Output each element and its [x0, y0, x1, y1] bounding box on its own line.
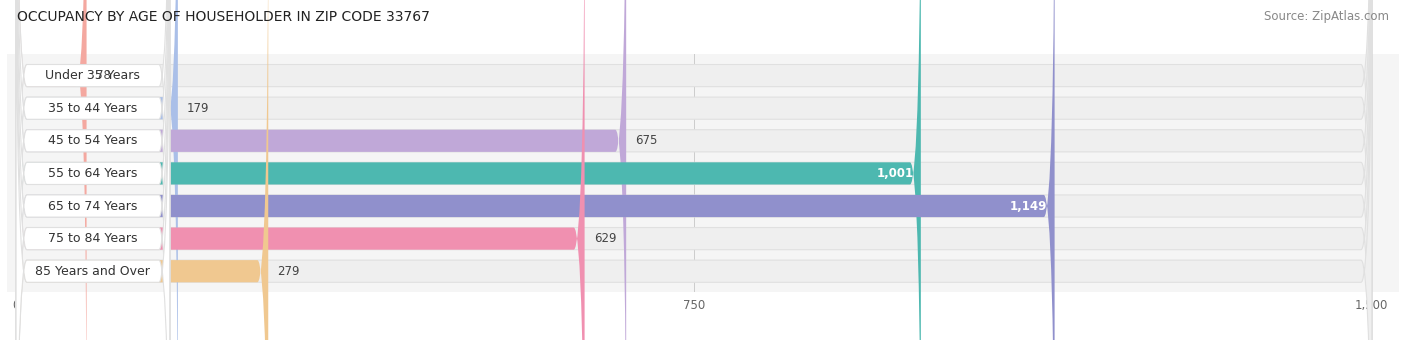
Text: 35 to 44 Years: 35 to 44 Years: [48, 102, 138, 115]
FancyBboxPatch shape: [15, 0, 1372, 340]
Text: 629: 629: [593, 232, 616, 245]
Text: 279: 279: [277, 265, 299, 278]
FancyBboxPatch shape: [15, 0, 170, 340]
Text: 179: 179: [187, 102, 209, 115]
Text: 675: 675: [636, 134, 658, 147]
FancyBboxPatch shape: [15, 0, 1372, 340]
Text: Under 35 Years: Under 35 Years: [45, 69, 141, 82]
Text: 55 to 64 Years: 55 to 64 Years: [48, 167, 138, 180]
Text: OCCUPANCY BY AGE OF HOUSEHOLDER IN ZIP CODE 33767: OCCUPANCY BY AGE OF HOUSEHOLDER IN ZIP C…: [17, 10, 430, 24]
FancyBboxPatch shape: [15, 0, 1054, 340]
FancyBboxPatch shape: [15, 0, 170, 340]
FancyBboxPatch shape: [15, 0, 585, 340]
Text: 45 to 54 Years: 45 to 54 Years: [48, 134, 138, 147]
Text: Source: ZipAtlas.com: Source: ZipAtlas.com: [1264, 10, 1389, 23]
FancyBboxPatch shape: [15, 0, 1372, 340]
FancyBboxPatch shape: [15, 0, 170, 340]
FancyBboxPatch shape: [15, 0, 626, 340]
FancyBboxPatch shape: [15, 0, 921, 340]
FancyBboxPatch shape: [15, 0, 1372, 340]
Text: 75 to 84 Years: 75 to 84 Years: [48, 232, 138, 245]
Text: 65 to 74 Years: 65 to 74 Years: [48, 200, 138, 212]
Text: 1,149: 1,149: [1010, 200, 1047, 212]
FancyBboxPatch shape: [15, 0, 170, 340]
FancyBboxPatch shape: [15, 0, 177, 340]
FancyBboxPatch shape: [15, 0, 170, 340]
FancyBboxPatch shape: [15, 0, 1372, 340]
FancyBboxPatch shape: [15, 0, 1372, 340]
Text: 1,001: 1,001: [876, 167, 914, 180]
Text: 78: 78: [96, 69, 111, 82]
FancyBboxPatch shape: [15, 0, 87, 340]
Text: 85 Years and Over: 85 Years and Over: [35, 265, 150, 278]
FancyBboxPatch shape: [15, 0, 269, 340]
FancyBboxPatch shape: [15, 0, 170, 340]
FancyBboxPatch shape: [15, 0, 170, 340]
FancyBboxPatch shape: [15, 0, 1372, 340]
